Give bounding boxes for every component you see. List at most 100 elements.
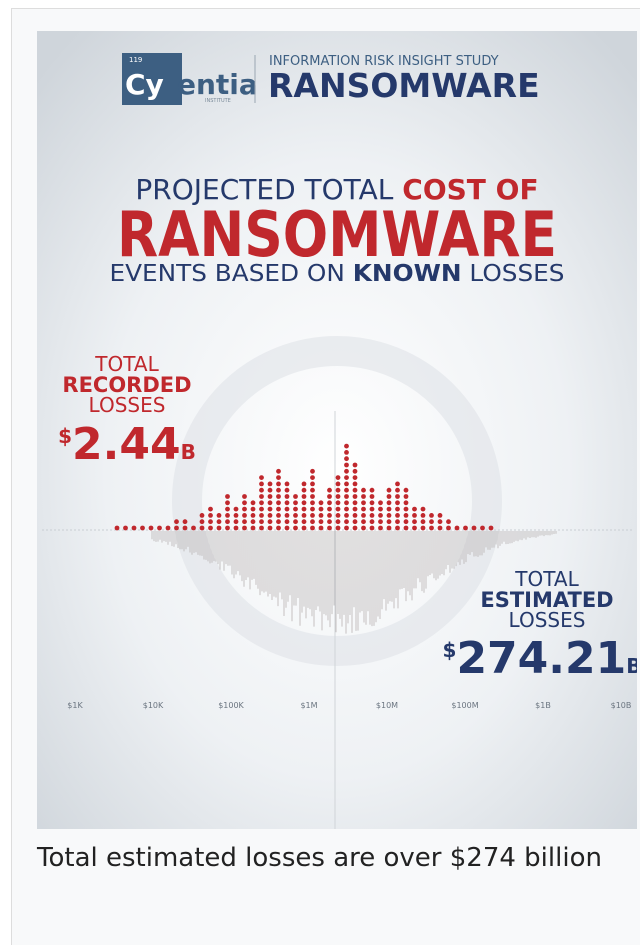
event-dot (361, 494, 366, 499)
unit: B (181, 440, 196, 464)
event-dot (421, 507, 426, 512)
headline-plain: LOSSES (462, 261, 565, 287)
event-dot (319, 507, 324, 512)
event-dot (293, 494, 298, 499)
event-dot (353, 500, 358, 505)
event-dot (370, 519, 375, 524)
event-dot (336, 488, 341, 493)
event-dot (361, 513, 366, 518)
event-dot (378, 513, 383, 518)
event-dot (344, 463, 349, 468)
event-dot (370, 507, 375, 512)
event-dot (285, 488, 290, 493)
event-dot (191, 526, 196, 531)
event-dot (353, 513, 358, 518)
event-dot (310, 475, 315, 480)
event-dot (310, 507, 315, 512)
headline-3: EVENTS BASED ON KNOWN LOSSES (110, 261, 565, 287)
event-dot (336, 526, 341, 531)
event-dot (353, 488, 358, 493)
event-dot (344, 444, 349, 449)
event-dot (344, 469, 349, 474)
event-dot (327, 507, 332, 512)
event-dot (344, 488, 349, 493)
event-dot (429, 519, 434, 524)
event-dot (480, 526, 485, 531)
caption: Total estimated losses are over $274 bil… (37, 839, 637, 877)
event-dot (251, 526, 256, 531)
event-dot (225, 519, 230, 524)
axis-label: $1M (300, 701, 317, 710)
event-dot (140, 526, 145, 531)
event-dot (336, 482, 341, 487)
event-dot (251, 500, 256, 505)
event-dot (336, 519, 341, 524)
event-dot (234, 507, 239, 512)
event-dot (225, 513, 230, 518)
event-dot (225, 500, 230, 505)
axis-label: $1K (67, 701, 83, 710)
event-dot (404, 507, 409, 512)
event-dot (344, 526, 349, 531)
event-dot (234, 519, 239, 524)
event-dot (370, 513, 375, 518)
event-dot (268, 513, 273, 518)
amount: 274.21 (456, 633, 626, 684)
event-dot (404, 494, 409, 499)
event-dot (344, 500, 349, 505)
event-dot (285, 526, 290, 531)
event-dot (404, 519, 409, 524)
event-dot (208, 519, 213, 524)
event-dot (276, 513, 281, 518)
event-dot (293, 526, 298, 531)
event-dot (242, 519, 247, 524)
event-dot (327, 513, 332, 518)
event-dot (242, 500, 247, 505)
event-dot (251, 513, 256, 518)
event-dot (421, 519, 426, 524)
event-dot (251, 507, 256, 512)
event-dot (242, 513, 247, 518)
event-dot (302, 488, 307, 493)
event-dot (370, 526, 375, 531)
event-dot (353, 526, 358, 531)
axis-label: $10B (611, 701, 632, 710)
event-dot (446, 519, 451, 524)
event-dot (336, 500, 341, 505)
event-dot (336, 513, 341, 518)
event-dot (395, 507, 400, 512)
event-dot (353, 475, 358, 480)
event-dot (174, 526, 179, 531)
event-dot (472, 526, 477, 531)
event-dot (217, 513, 222, 518)
logo-name: entia (177, 68, 258, 101)
event-dot (208, 526, 213, 531)
event-dot (268, 494, 273, 499)
event-dot (344, 513, 349, 518)
card: 119 Cy entia INSTITUTE INFORMATION RISK … (11, 8, 640, 945)
event-dot (285, 482, 290, 487)
event-dot (268, 526, 273, 531)
event-dot (208, 507, 213, 512)
event-dot (268, 482, 273, 487)
headline-bold: KNOWN (353, 261, 462, 287)
event-dot (293, 513, 298, 518)
estimated-amount: $274.21B (443, 633, 637, 684)
event-dot (259, 519, 264, 524)
event-dot (353, 507, 358, 512)
event-dot (208, 513, 213, 518)
event-dot (310, 519, 315, 524)
event-dot (225, 507, 230, 512)
event-dot (387, 500, 392, 505)
event-dot (132, 526, 137, 531)
event-dot (200, 519, 205, 524)
event-dot (438, 519, 443, 524)
event-dot (327, 488, 332, 493)
event-dot (217, 526, 222, 531)
event-dot (310, 526, 315, 531)
event-dot (157, 526, 162, 531)
event-dot (336, 475, 341, 480)
event-dot (327, 519, 332, 524)
event-dot (353, 463, 358, 468)
event-dot (293, 500, 298, 505)
